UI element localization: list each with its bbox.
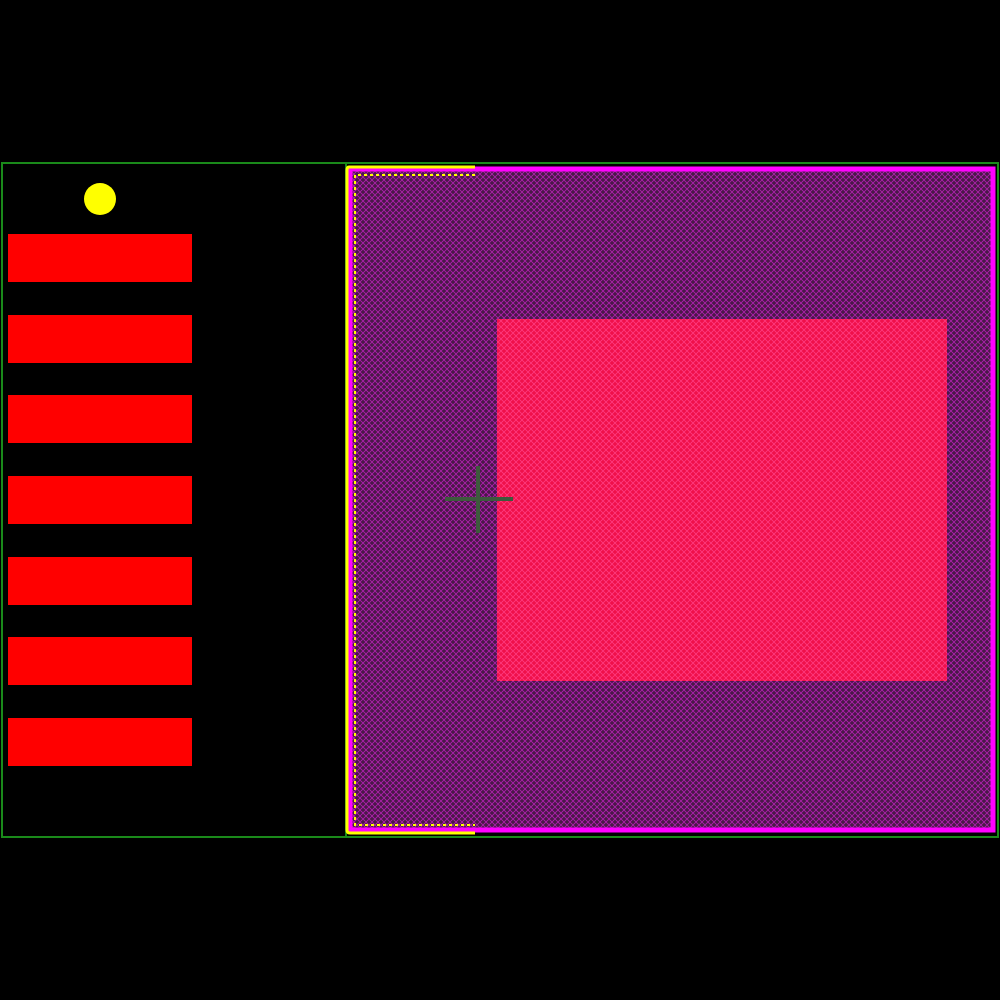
pin-pad: [8, 234, 192, 282]
pin-pad: [8, 637, 192, 685]
courtyard-inner: [354, 174, 475, 826]
pin-pad: [8, 718, 192, 766]
exposed-pad: [497, 319, 947, 681]
pin-pad: [8, 315, 192, 363]
pin1-marker: [84, 183, 116, 215]
pin-pad: [8, 476, 192, 524]
pin-pads: [8, 234, 192, 766]
pin-pad: [8, 557, 192, 605]
courtyard-outline: [345, 165, 475, 835]
pin-pad: [8, 395, 192, 443]
origin-crosshair: [445, 466, 513, 533]
board-outline: [1, 162, 999, 838]
